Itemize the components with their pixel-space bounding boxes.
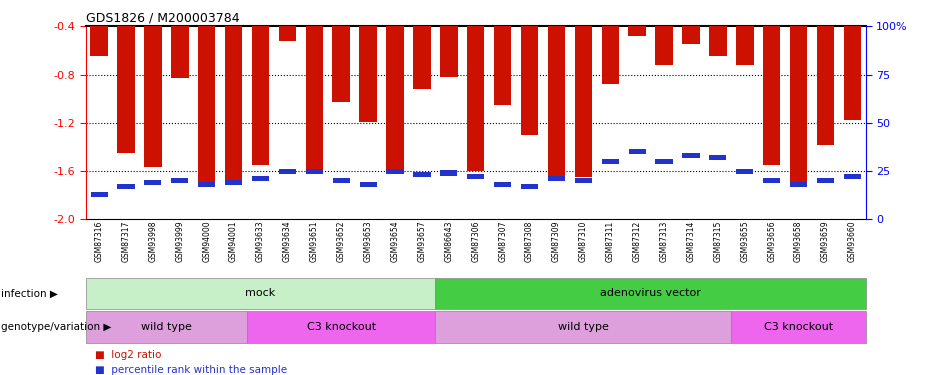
Bar bbox=[171, 178, 188, 183]
Bar bbox=[789, 0, 807, 183]
Text: adenovirus vector: adenovirus vector bbox=[600, 288, 701, 298]
Bar bbox=[843, 0, 861, 120]
Bar bbox=[440, 171, 457, 176]
Bar bbox=[252, 176, 269, 182]
Text: C3 knockout: C3 knockout bbox=[306, 322, 376, 332]
Bar bbox=[763, 178, 780, 183]
Bar bbox=[521, 184, 538, 189]
Bar bbox=[440, 0, 457, 77]
Bar bbox=[332, 178, 350, 183]
Text: wild type: wild type bbox=[558, 322, 609, 332]
Bar bbox=[655, 159, 672, 164]
Bar bbox=[278, 0, 296, 41]
Text: wild type: wild type bbox=[141, 322, 192, 332]
Bar bbox=[386, 0, 404, 171]
Bar bbox=[171, 0, 189, 78]
Bar bbox=[90, 192, 108, 197]
Bar bbox=[198, 182, 215, 187]
Bar bbox=[279, 168, 296, 174]
Bar bbox=[494, 0, 511, 105]
Bar bbox=[601, 0, 619, 84]
Bar bbox=[413, 0, 431, 89]
Text: C3 knockout: C3 knockout bbox=[764, 322, 833, 332]
Bar bbox=[790, 182, 807, 187]
Bar bbox=[467, 174, 484, 179]
Bar bbox=[601, 159, 619, 164]
Bar bbox=[816, 178, 834, 183]
Text: infection ▶: infection ▶ bbox=[1, 288, 58, 298]
Bar bbox=[305, 0, 323, 171]
Bar bbox=[574, 178, 592, 183]
Bar bbox=[736, 168, 753, 174]
Bar bbox=[682, 0, 700, 44]
Bar bbox=[547, 176, 565, 182]
Text: mock: mock bbox=[246, 288, 276, 298]
Bar bbox=[736, 0, 753, 65]
Bar bbox=[251, 0, 269, 165]
Bar bbox=[359, 182, 377, 187]
Bar bbox=[574, 0, 592, 177]
Bar bbox=[144, 180, 161, 185]
Bar bbox=[144, 0, 162, 168]
Bar bbox=[628, 149, 646, 154]
Bar bbox=[655, 0, 673, 65]
Bar bbox=[332, 0, 350, 102]
Bar bbox=[709, 155, 726, 160]
Bar bbox=[467, 0, 484, 171]
Bar bbox=[198, 0, 215, 187]
Bar bbox=[816, 0, 834, 144]
Bar bbox=[628, 0, 646, 36]
Bar bbox=[225, 180, 242, 185]
Bar bbox=[359, 0, 377, 122]
Text: ■  log2 ratio: ■ log2 ratio bbox=[95, 350, 161, 360]
Bar bbox=[547, 0, 565, 177]
Bar bbox=[225, 0, 242, 180]
Bar bbox=[843, 174, 861, 179]
Bar bbox=[762, 0, 780, 165]
Bar bbox=[520, 0, 538, 135]
Bar bbox=[117, 0, 135, 153]
Bar bbox=[90, 0, 108, 56]
Bar bbox=[494, 182, 511, 187]
Text: ■  percentile rank within the sample: ■ percentile rank within the sample bbox=[95, 365, 287, 375]
Bar bbox=[305, 168, 323, 174]
Bar bbox=[413, 172, 430, 177]
Text: genotype/variation ▶: genotype/variation ▶ bbox=[1, 322, 112, 332]
Bar bbox=[682, 153, 699, 158]
Bar bbox=[709, 0, 726, 56]
Bar bbox=[386, 168, 404, 174]
Bar bbox=[117, 184, 135, 189]
Text: GDS1826 / M200003784: GDS1826 / M200003784 bbox=[86, 11, 239, 24]
